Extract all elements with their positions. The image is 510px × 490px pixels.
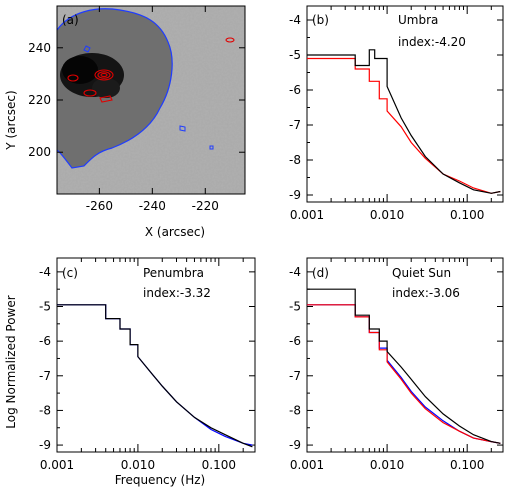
- plot-frame: [56, 257, 256, 453]
- panel-b-plot: -4 -5 -6 -7 -8 -9 0.001 0.010 0.100: [289, 5, 504, 222]
- a-xtick-label: -220: [192, 199, 219, 213]
- a-xtick-label: -260: [86, 199, 113, 213]
- ytick-label: -7: [289, 118, 301, 132]
- plot-frame: [306, 5, 504, 203]
- panel-d: -4 -5 -6 -7 -8 -9 0.001 0.010 0.100 (d) Quiet Su…: [289, 257, 504, 472]
- panel-a-tag: (a): [62, 13, 79, 27]
- panel-a-xlabel: X (arcsec): [145, 225, 205, 239]
- panel-b: -4 -5 -6 -7 -8 -9 0.001 0.010 0.100 (b) Umbra in…: [289, 5, 504, 222]
- xtick-label: 0.010: [370, 208, 404, 222]
- ytick-label: -6: [39, 334, 51, 348]
- a-ytick-label: 220: [28, 93, 51, 107]
- panel-b-index: index:-4.20: [398, 35, 466, 49]
- xtick-label: 0.100: [450, 458, 484, 472]
- panel-b-label: Umbra: [398, 13, 438, 27]
- xtick-label: 0.001: [290, 458, 324, 472]
- ytick-label: -7: [289, 369, 301, 383]
- panel-c-plot: -4 -5 -6 -7 -8 -9 0.001 0.010 0.100: [39, 257, 256, 472]
- panel-a-ylabel: Y (arcsec): [4, 90, 18, 150]
- xtick-label: 0.100: [450, 208, 484, 222]
- a-ytick-label: 200: [28, 145, 51, 159]
- ytick-label: -6: [289, 83, 301, 97]
- series-line: [307, 288, 501, 444]
- panel-d-plot: -4 -5 -6 -7 -8 -9 0.001 0.010 0.100: [289, 257, 504, 472]
- series-line: [307, 304, 501, 444]
- ytick-label: -8: [289, 403, 301, 417]
- ytick-label: -9: [289, 438, 301, 452]
- panel-a-ticks: -260 -240 -220 200 220 240: [28, 6, 245, 213]
- panel-c-tag: (c): [62, 266, 78, 280]
- ytick-label: -9: [39, 438, 51, 452]
- ytick-label: -7: [39, 369, 51, 383]
- a-ytick-label: 240: [28, 41, 51, 55]
- shared-xlabel: Frequency (Hz): [115, 473, 206, 487]
- shared-ylabel: Log Normalized Power: [4, 295, 18, 428]
- series-line: [307, 49, 501, 194]
- ytick-label: -4: [39, 265, 51, 279]
- panel-a: -260 -240 -220 200 220 240 (a) X (arcsec) Y (…: [4, 5, 246, 239]
- xtick-label: 0.001: [290, 208, 324, 222]
- series-line: [57, 304, 253, 448]
- umbra-contours: [67, 37, 235, 103]
- a-xtick-label: -240: [139, 199, 166, 213]
- panel-d-tag: (d): [312, 266, 329, 280]
- ytick-label: -8: [289, 153, 301, 167]
- xtick-label: 0.010: [121, 458, 155, 472]
- plot-frame: [306, 257, 504, 453]
- ytick-label: -9: [289, 188, 301, 202]
- ytick-label: -4: [289, 13, 301, 27]
- panel-d-label: Quiet Sun: [392, 266, 451, 280]
- xtick-label: 0.100: [202, 458, 236, 472]
- series-line: [307, 304, 501, 444]
- ytick-label: -6: [289, 334, 301, 348]
- panel-c-index: index:-3.32: [143, 286, 211, 300]
- ytick-label: -4: [289, 265, 301, 279]
- series-line: [57, 304, 253, 446]
- panel-b-tag: (b): [312, 13, 329, 27]
- series-line: [307, 57, 501, 194]
- panel-c: -4 -5 -6 -7 -8 -9 0.001 0.010 0.100 (c) Penumbra…: [39, 257, 256, 472]
- penumbra-contour: [57, 8, 173, 169]
- xtick-label: 0.010: [370, 458, 404, 472]
- sunspot-map: [57, 6, 245, 194]
- xtick-label: 0.001: [40, 458, 74, 472]
- ytick-label: -5: [39, 300, 51, 314]
- panel-c-label: Penumbra: [143, 266, 204, 280]
- ytick-label: -5: [289, 300, 301, 314]
- ytick-label: -5: [289, 48, 301, 62]
- ytick-label: -8: [39, 403, 51, 417]
- panel-d-index: index:-3.06: [392, 286, 460, 300]
